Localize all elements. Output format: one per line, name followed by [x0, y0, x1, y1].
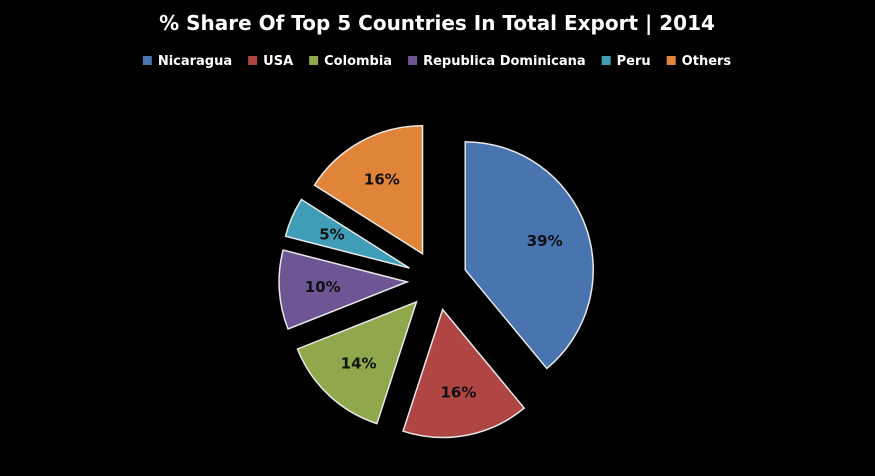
- slice-label-colombia: 14%: [341, 354, 377, 372]
- pie-slices: [278, 124, 594, 439]
- pie-slice-usa: [402, 307, 526, 439]
- pie-slice-nicaragua: [464, 141, 594, 370]
- legend-swatch-usa: [248, 56, 258, 65]
- pie-slice-colombia: [296, 300, 418, 425]
- pie-slice-republica-dominicana: [278, 249, 410, 330]
- legend-swatch-nicaragua: [142, 56, 152, 65]
- legend-swatch-peru: [601, 56, 611, 65]
- slice-label-peru: 5%: [319, 226, 344, 244]
- legend-label-nicaragua: Nicaragua: [158, 54, 232, 69]
- chart-title: % Share Of Top 5 Countries In Total Expo…: [159, 11, 715, 35]
- legend-label-republica-dominicana: Republica Dominicana: [423, 54, 586, 69]
- legend-swatch-colombia: [309, 56, 319, 65]
- slice-labels: 39% 16% 14% 10% 5% 16%: [305, 171, 563, 402]
- slice-label-usa: 16%: [440, 383, 476, 401]
- pie-slice-peru: [284, 198, 410, 269]
- legend-swatch-republica-dominicana: [408, 56, 418, 65]
- legend-label-others: Others: [682, 54, 732, 69]
- legend: Nicaragua USA Colombia Republica Dominicana…: [142, 54, 732, 69]
- slice-label-others: 16%: [364, 171, 400, 189]
- slice-label-republica-dominicana: 10%: [305, 278, 341, 296]
- legend-label-peru: Peru: [617, 54, 651, 69]
- legend-label-usa: USA: [263, 54, 293, 69]
- slice-label-nicaragua: 39%: [527, 232, 563, 250]
- pie-slice-others: [313, 124, 424, 256]
- legend-swatch-others: [666, 56, 676, 65]
- legend-label-colombia: Colombia: [324, 54, 392, 69]
